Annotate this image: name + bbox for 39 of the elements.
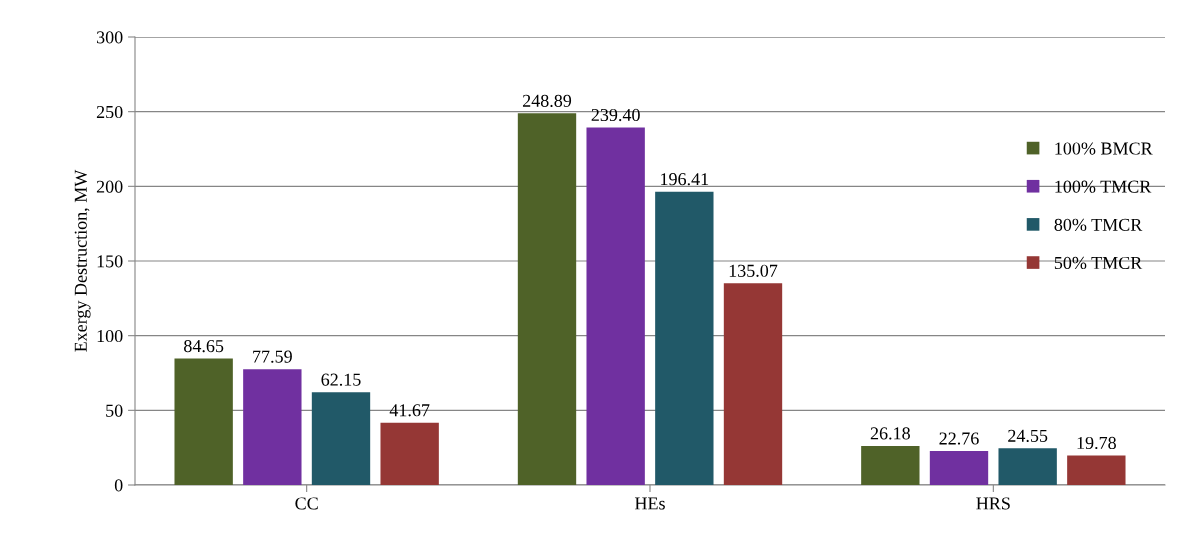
data-label: 135.07 — [729, 264, 778, 277]
bar — [1067, 455, 1126, 485]
y-tick-label: 100 — [97, 329, 123, 343]
data-label: 19.78 — [1077, 436, 1116, 450]
bar — [174, 358, 233, 485]
y-tick-label: 250 — [96, 105, 123, 119]
bar — [243, 369, 302, 485]
data-label: 62.15 — [321, 373, 361, 386]
data-label: 77.59 — [253, 350, 292, 363]
bar — [723, 283, 783, 485]
bar — [517, 113, 577, 485]
data-label: 26.18 — [870, 427, 910, 440]
y-tick-label: 0 — [114, 479, 123, 492]
legend-label: 100% TMCR — [1055, 180, 1152, 193]
x-tick-label: HEs — [634, 497, 665, 510]
bar — [586, 127, 645, 485]
y-tick-label: 150 — [97, 255, 123, 268]
data-label: 22.76 — [939, 432, 979, 445]
x-tick-label: HRS — [976, 497, 1010, 510]
y-tick-label: 50 — [106, 404, 123, 417]
data-label: 41.67 — [389, 404, 430, 417]
legend-label: 50% TMCR — [1054, 256, 1143, 270]
bar — [380, 422, 439, 485]
legend-label: 80% TMCR — [1054, 218, 1143, 231]
y-tick-label: 300 — [96, 31, 123, 44]
y-tick-label: 200 — [96, 180, 123, 193]
data-label: 196.41 — [661, 173, 709, 186]
x-tick-label: CC — [295, 497, 318, 510]
data-label: 239.40 — [591, 108, 640, 122]
bar — [655, 191, 714, 485]
data-label: 84.65 — [184, 339, 224, 353]
data-label: 24.55 — [1008, 429, 1048, 442]
bar — [929, 451, 989, 485]
y-axis-title: Exergy Destruction, MW — [74, 169, 91, 352]
bar — [311, 392, 371, 485]
bar — [861, 445, 920, 485]
data-label: 248.89 — [522, 94, 572, 107]
bar — [998, 448, 1057, 485]
legend-label: 100% BMCR — [1055, 142, 1153, 155]
